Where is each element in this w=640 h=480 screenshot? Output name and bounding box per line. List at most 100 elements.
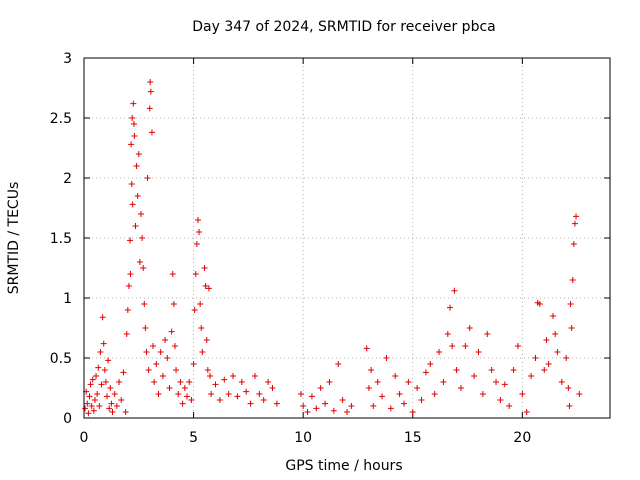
data-point [134, 193, 141, 199]
data-point [111, 391, 118, 397]
data-point [440, 379, 447, 385]
data-point [91, 397, 98, 403]
data-point [86, 393, 93, 400]
data-point [536, 301, 543, 307]
data-point [197, 301, 204, 307]
data-point [205, 285, 212, 292]
data-point [225, 391, 232, 397]
data-point [256, 391, 263, 397]
data-point [543, 337, 550, 343]
data-point [129, 115, 136, 121]
data-point [145, 367, 152, 373]
data-point [230, 373, 237, 379]
data-point [116, 379, 123, 385]
data-point [234, 393, 241, 400]
y-tick-label: 1 [63, 291, 72, 307]
data-point [265, 379, 272, 385]
data-point [479, 391, 486, 397]
data-point [125, 283, 132, 289]
data-point [405, 379, 412, 385]
data-point [128, 181, 135, 187]
data-point [493, 379, 500, 385]
data-point [201, 265, 208, 271]
y-axis-label: SRMTID / TECUs [6, 182, 22, 295]
data-point [90, 407, 97, 414]
data-point [568, 325, 575, 331]
data-point [330, 407, 337, 414]
data-point [541, 367, 548, 373]
data-points [82, 79, 583, 417]
data-point [528, 373, 535, 379]
plot-frame [83, 57, 611, 419]
data-point [98, 381, 105, 388]
data-point [471, 373, 478, 379]
data-point [105, 357, 112, 364]
data-point [569, 277, 576, 283]
data-point [519, 391, 526, 397]
data-point [449, 343, 456, 349]
data-point [101, 367, 108, 373]
data-point [198, 325, 205, 331]
data-point [192, 271, 199, 277]
data-point [99, 314, 106, 321]
data-point [207, 373, 214, 379]
data-point [104, 393, 111, 400]
data-point [82, 405, 89, 412]
data-point [170, 301, 177, 307]
data-point [184, 393, 191, 400]
data-point [558, 379, 565, 385]
data-point [392, 373, 399, 379]
y-tick-label: 1.5 [50, 231, 72, 247]
data-point [501, 381, 508, 388]
data-point [436, 349, 443, 355]
data-point [140, 265, 147, 271]
data-point [260, 397, 267, 403]
data-point [204, 367, 211, 373]
data-point [129, 201, 136, 208]
data-point [120, 369, 127, 376]
x-tick-label: 10 [294, 430, 312, 446]
data-point [109, 409, 116, 415]
data-point [552, 331, 559, 337]
data-point [576, 391, 583, 397]
y-tick-label: 0.5 [50, 351, 72, 367]
data-point [181, 385, 188, 391]
y-tick-label: 3 [63, 51, 72, 67]
data-point [387, 405, 394, 412]
data-point [171, 343, 178, 349]
data-point [243, 388, 250, 395]
data-point [139, 235, 146, 241]
data-point [567, 301, 574, 307]
data-point [164, 355, 171, 361]
data-point [199, 349, 206, 355]
data-point [96, 403, 103, 409]
data-point [159, 373, 166, 379]
data-point [194, 217, 201, 223]
data-point [202, 283, 209, 289]
data-point [188, 397, 195, 403]
data-point [169, 271, 176, 277]
data-point [130, 121, 137, 127]
data-point [368, 367, 375, 373]
data-point [363, 345, 370, 352]
axis-ticks: 0 0.5 1 1.5 2 2.5 3 0 5 10 15 20 [50, 51, 610, 446]
data-point [113, 403, 120, 409]
y-tick-label: 2.5 [50, 111, 72, 127]
data-point [532, 355, 539, 361]
data-point [141, 301, 148, 307]
data-point [124, 307, 131, 313]
data-point [570, 241, 577, 247]
data-point [506, 403, 513, 409]
data-point [396, 391, 403, 397]
data-point [322, 400, 329, 407]
chart-title: Day 347 of 2024, SRMTID for receiver pbc… [192, 19, 495, 35]
data-point [550, 313, 557, 319]
data-point [304, 409, 311, 415]
data-point [335, 361, 342, 367]
data-point [89, 376, 96, 383]
data-point [144, 175, 151, 181]
data-point [422, 369, 429, 376]
data-point [87, 381, 94, 388]
data-point [414, 385, 421, 391]
